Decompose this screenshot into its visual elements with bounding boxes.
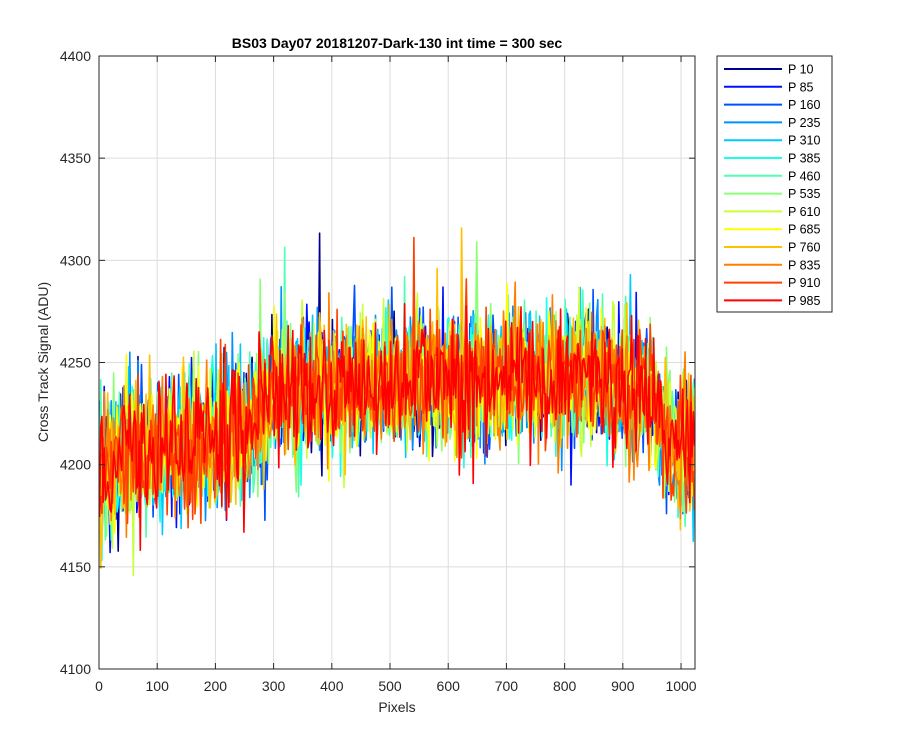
legend-label: P 85	[788, 80, 814, 94]
y-tick-label: 4300	[60, 252, 91, 268]
y-axis: 4100 4150 4200 4250 4300 4350 4400	[60, 48, 695, 677]
y-tick-label: 4400	[60, 48, 91, 64]
x-tick-label: 300	[262, 678, 286, 694]
legend-label: P 685	[788, 223, 820, 237]
x-tick-label: 600	[437, 678, 461, 694]
legend-label: P 10	[788, 63, 814, 77]
series-line-p985	[98, 302, 696, 551]
x-tick-label: 400	[320, 678, 344, 694]
legend-label: P 310	[788, 134, 820, 148]
x-tick-label: 500	[378, 678, 402, 694]
x-axis: 0 100 200 300 400 500 600 700 800 900 1000	[95, 56, 697, 694]
legend-label: P 910	[788, 276, 820, 290]
legend-label: P 760	[788, 241, 820, 255]
legend-label: P 385	[788, 152, 820, 166]
y-tick-label: 4350	[60, 150, 91, 166]
legend-label: P 610	[788, 205, 820, 219]
legend: P 10 P 85 P 160 P 235 P 310 P 385 P 460 P 535 P …	[716, 55, 833, 313]
legend-label: P 835	[788, 258, 820, 272]
y-tick-label: 4250	[60, 355, 91, 371]
x-tick-label: 100	[146, 678, 170, 694]
x-tick-label: 1000	[665, 678, 696, 694]
x-tick-label: 200	[204, 678, 228, 694]
y-tick-label: 4150	[60, 559, 91, 575]
legend-label: P 460	[788, 169, 820, 183]
x-axis-label: Pixels	[378, 699, 415, 715]
legend-label: P 535	[788, 187, 820, 201]
y-axis-label: Cross Track Signal (ADU)	[35, 282, 51, 442]
series-group	[98, 227, 696, 577]
chart-title: BS03 Day07 20181207-Dark-130 int time = …	[232, 35, 563, 51]
y-tick-label: 4200	[60, 457, 91, 473]
legend-box	[716, 55, 833, 313]
x-tick-label: 800	[553, 678, 577, 694]
legend-label: P 160	[788, 98, 820, 112]
legend-label: P 235	[788, 116, 820, 130]
x-tick-label: 700	[495, 678, 519, 694]
x-tick-label: 0	[95, 678, 103, 694]
legend-label: P 985	[788, 294, 820, 308]
y-tick-label: 4100	[60, 661, 91, 677]
x-tick-label: 900	[611, 678, 635, 694]
